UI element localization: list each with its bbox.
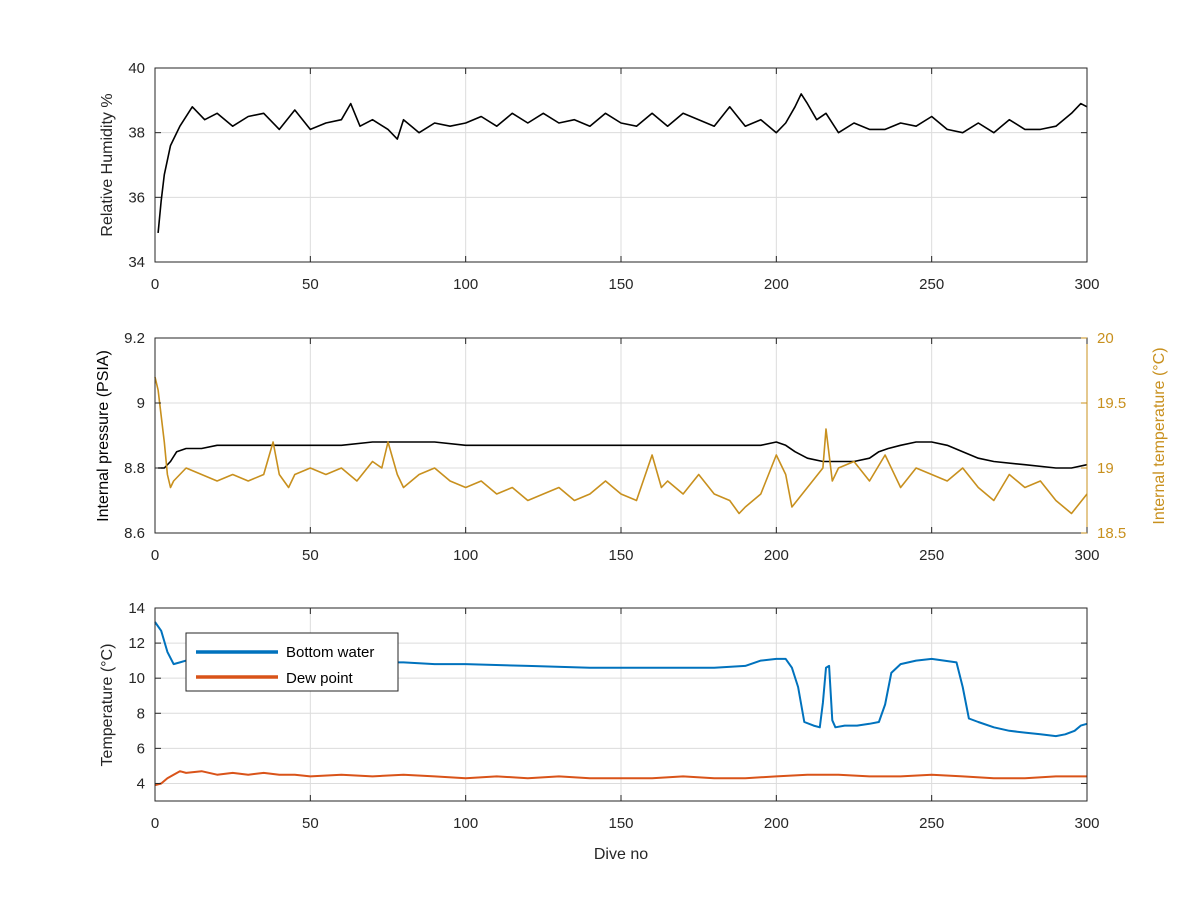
pressure-series-0-line xyxy=(158,441,1088,469)
pressure-y-tick-label: 9.2 xyxy=(124,330,145,347)
pressure-x-tick-label: 200 xyxy=(764,547,789,564)
humidity-x-tick-label: 300 xyxy=(1074,276,1099,293)
pressure-y-axis-label: Internal pressure (PSIA) xyxy=(95,350,112,522)
pressure-y2-tick-label: 19.5 xyxy=(1097,395,1126,412)
humidity-y-tick-label: 34 xyxy=(128,254,145,271)
legend-label-dew-point: Dew point xyxy=(286,670,354,687)
pressure-ticks: 0 50 100 150 200 250 300 8.6 8.8 9 9.2 18.5 19 19.5 20 xyxy=(124,330,1126,564)
humidity-y-tick-label: 36 xyxy=(128,189,145,206)
humidity-y-tick-label: 38 xyxy=(128,125,145,142)
legend: Bottom water Dew point xyxy=(185,632,399,692)
legend-label-bottom-water: Bottom water xyxy=(286,644,374,661)
temperature-ticks: 0 50 100 150 200 250 300 4 6 8 10 12 14 xyxy=(128,600,1099,832)
pressure-temperature-series xyxy=(154,376,1088,515)
humidity-x-tick-label: 200 xyxy=(764,276,789,293)
humidity-x-tick-label: 100 xyxy=(453,276,478,293)
temperature-x-tick-label: 50 xyxy=(302,815,319,832)
temperature-x-tick-label: 150 xyxy=(608,815,633,832)
humidity-x-tick-label: 250 xyxy=(919,276,944,293)
pressure-y-tick-label: 8.6 xyxy=(124,525,145,542)
humidity-panel: 0 50 100 150 200 250 300 34 36 38 40 Relative Humi… xyxy=(99,60,1100,293)
humidity-series-0-line xyxy=(157,93,1088,233)
pressure-temperature-panel: 0 50 100 150 200 250 300 8.6 8.8 9 9.2 18.5 19 19.5 20… xyxy=(95,330,1168,564)
pressure-x-tick-label: 50 xyxy=(302,547,319,564)
humidity-y-axis-label: Relative Humidity % xyxy=(99,93,116,236)
pressure-y2-tick-label: 20 xyxy=(1097,330,1114,347)
humidity-ticks: 0 50 100 150 200 250 300 34 36 38 40 xyxy=(128,60,1099,293)
pressure-x-tick-label: 300 xyxy=(1074,547,1099,564)
pressure-x-tick-label: 250 xyxy=(919,547,944,564)
legend-box xyxy=(185,632,399,692)
temperature-y-tick-label: 6 xyxy=(137,740,145,757)
temperature-x-tick-label: 0 xyxy=(151,815,159,832)
humidity-series xyxy=(157,93,1088,233)
dew-point-line xyxy=(154,770,1087,787)
temperature-x-tick-label: 250 xyxy=(919,815,944,832)
pressure-x-tick-label: 100 xyxy=(453,547,478,564)
humidity-x-tick-label: 0 xyxy=(151,276,159,293)
pressure-x-tick-label: 150 xyxy=(608,547,633,564)
pressure-y2-tick-label: 19 xyxy=(1097,460,1114,477)
temperature-x-tick-label: 200 xyxy=(764,815,789,832)
temperature-panel: 0 50 100 150 200 250 300 4 6 8 10 12 14 Temperature … xyxy=(99,600,1100,863)
temperature-y-axis-label: Temperature (°C) xyxy=(99,644,116,767)
pressure-y-tick-label: 8.8 xyxy=(124,460,145,477)
temperature-y-tick-label: 4 xyxy=(137,775,145,792)
x-axis-label: Dive no xyxy=(594,846,648,863)
humidity-x-tick-label: 150 xyxy=(608,276,633,293)
pressure-y-tick-label: 9 xyxy=(137,395,145,412)
humidity-y-tick-label: 40 xyxy=(128,60,145,77)
temperature-y-tick-label: 14 xyxy=(128,600,145,617)
temperature-y-tick-label: 10 xyxy=(128,670,145,687)
pressure-series-1-line xyxy=(154,376,1088,515)
temperature-x-tick-label: 100 xyxy=(453,815,478,832)
temperature-y-tick-label: 12 xyxy=(128,635,145,652)
humidity-x-tick-label: 50 xyxy=(302,276,319,293)
temperature-y-tick-label: 8 xyxy=(137,705,145,722)
temperature-x-tick-label: 300 xyxy=(1074,815,1099,832)
internal-temperature-y-axis-label: Internal temperature (°C) xyxy=(1151,347,1168,524)
pressure-y2-tick-label: 18.5 xyxy=(1097,525,1126,542)
pressure-x-tick-label: 0 xyxy=(151,547,159,564)
